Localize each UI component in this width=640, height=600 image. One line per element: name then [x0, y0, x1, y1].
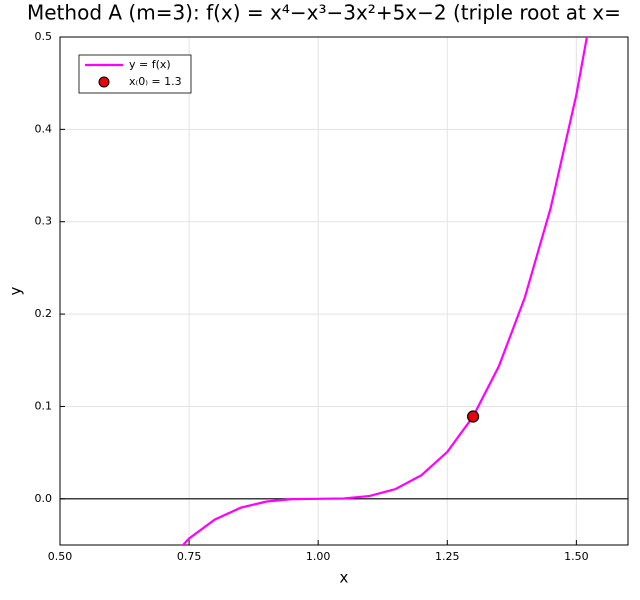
x-tick-label: 1.00 — [306, 550, 331, 563]
x-tick-label: 1.25 — [435, 550, 460, 563]
x-axis-label: x — [340, 569, 349, 587]
x-tick-label: 1.50 — [564, 550, 589, 563]
legend-box — [78, 54, 192, 94]
curve — [181, 37, 589, 545]
y-tick-label: 0.4 — [35, 122, 53, 135]
chart-title: Method A (m=3): f(x) = x⁴−x³−3x²+5x−2 (t… — [27, 1, 621, 25]
y-tick-label: 0.0 — [35, 492, 53, 505]
point — [466, 410, 480, 423]
legend-label: y = f(x) — [129, 58, 171, 71]
y-tick-label: 0.1 — [35, 399, 53, 412]
y-tick-label: 0.3 — [35, 215, 53, 228]
plot-area — [181, 37, 589, 545]
legend-marker — [98, 76, 110, 88]
y-tick-label: 0.5 — [35, 30, 53, 43]
plot-frame — [59, 36, 629, 546]
x-tick-label: 0.75 — [177, 550, 202, 563]
y-tick-label: 0.2 — [35, 307, 53, 320]
legend-label: x₍0₎ = 1.3 — [129, 75, 182, 88]
x-tick-label: 0.50 — [48, 550, 73, 563]
y-axis-label: y — [7, 286, 25, 295]
